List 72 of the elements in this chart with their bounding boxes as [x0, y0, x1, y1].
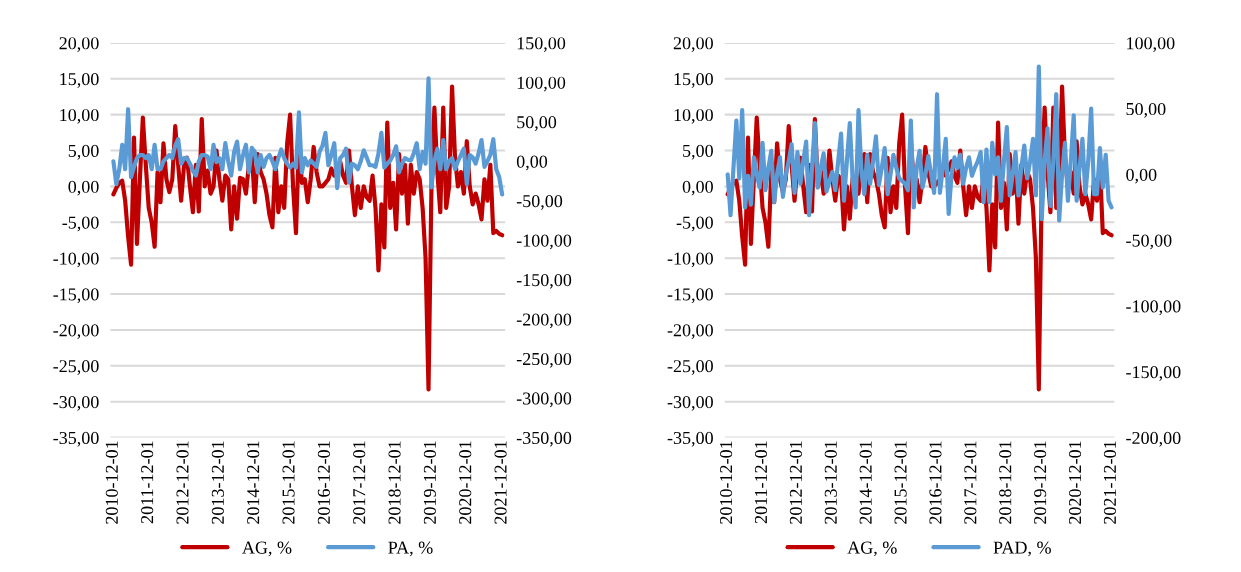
legend-label: AG, % [242, 541, 292, 557]
y-tick-label: -35,00 [667, 431, 713, 447]
y-tick-label: 15,00 [674, 73, 713, 88]
y2-tick-label: -100,00 [516, 234, 572, 250]
y-tick-label: -20,00 [667, 324, 713, 339]
y-tick-label: -15,00 [53, 288, 99, 304]
y-tick-label: 5,00 [68, 144, 99, 160]
y2-tick-label: -50,00 [1126, 234, 1172, 250]
x-tick-label: 2015-12-01 [894, 441, 907, 524]
y2-tick-label: 100,00 [517, 76, 566, 92]
y2-tick-label: -200,00 [1126, 431, 1181, 447]
y2-tick-label: -150,00 [1126, 366, 1181, 381]
y2-tick-label: 150,00 [517, 37, 566, 52]
y2-tick-label: 50,00 [1126, 102, 1166, 118]
y2-tick-label: -150,00 [516, 273, 572, 289]
y-tick-label: 5,00 [683, 144, 713, 160]
y-tick-label: -35,00 [53, 431, 99, 447]
y2-tick-label: -100,00 [1126, 300, 1181, 316]
x-tick-label: 2010-12-01 [105, 441, 118, 524]
y-tick-label: 20,00 [673, 37, 713, 52]
x-tick-label: 2013-12-01 [211, 441, 224, 524]
y-tick-label: 10,00 [674, 108, 713, 124]
y-tick-label: -20,00 [53, 324, 99, 339]
y2-tick-label: 0,00 [1126, 168, 1157, 184]
y-tick-label: 0,00 [68, 180, 99, 196]
x-tick-label: 2012-12-01 [176, 441, 189, 524]
y-tick-label: -10,00 [53, 252, 99, 268]
legend-label: PA, % [388, 541, 433, 557]
x-tick-label: 2011-12-01 [754, 441, 768, 524]
x-tick-label: 2017-12-01 [964, 441, 977, 524]
y-tick-label: 20,00 [59, 37, 99, 52]
y-tick-label: -15,00 [667, 288, 713, 304]
x-tick-label: 2019-12-01 [1034, 441, 1047, 524]
y2-tick-label: -300,00 [516, 392, 572, 408]
x-tick-label: 2018-12-01 [388, 441, 401, 524]
line-series [725, 64, 1114, 223]
y-tick-label: 10,00 [60, 108, 99, 124]
y-tick-label: -5,00 [676, 216, 713, 232]
x-tick-label: 2019-12-01 [423, 441, 436, 524]
y2-tick-label: 50,00 [517, 116, 557, 131]
x-tick-label: 2018-12-01 [999, 441, 1012, 524]
y-tick-label: -25,00 [667, 360, 713, 375]
legend-label: AG, % [847, 541, 897, 557]
x-tick-label: 2021-12-01 [1103, 441, 1117, 524]
y-tick-label: -30,00 [53, 395, 99, 411]
x-tick-label: 2014-12-01 [247, 441, 260, 524]
x-tick-label: 2020-12-01 [1068, 441, 1082, 524]
y-tick-label: -25,00 [53, 360, 99, 375]
x-tick-label: 2010-12-01 [719, 441, 733, 524]
x-tick-label: 2015-12-01 [282, 441, 295, 524]
y-tick-label: -5,00 [62, 216, 99, 232]
y2-tick-label: 0,00 [516, 155, 548, 171]
x-tick-label: 2020-12-01 [459, 441, 472, 524]
x-tick-label: 2021-12-01 [494, 441, 507, 524]
x-tick-label: 2014-12-01 [859, 441, 872, 524]
y2-tick-label: 100,00 [1127, 37, 1175, 52]
x-tick-label: 2013-12-01 [824, 441, 837, 524]
y2-tick-label: -50,00 [516, 195, 563, 210]
x-tick-label: 2011-12-01 [141, 441, 154, 524]
y2-tick-label: -250,00 [516, 352, 572, 368]
x-tick-label: 2017-12-01 [353, 441, 366, 524]
y-tick-label: 15,00 [60, 73, 99, 88]
y-tick-label: -30,00 [667, 395, 713, 411]
x-tick-label: 2012-12-01 [789, 441, 802, 524]
line-series [111, 76, 505, 197]
y-tick-label: -10,00 [667, 252, 713, 268]
x-tick-label: 2016-12-01 [929, 441, 942, 524]
y2-tick-label: -350,00 [516, 431, 572, 447]
legend-label: PAD, % [993, 541, 1051, 557]
y-tick-label: 0,00 [682, 180, 713, 196]
x-tick-label: 2016-12-01 [317, 441, 330, 524]
y2-tick-label: -200,00 [516, 313, 572, 329]
